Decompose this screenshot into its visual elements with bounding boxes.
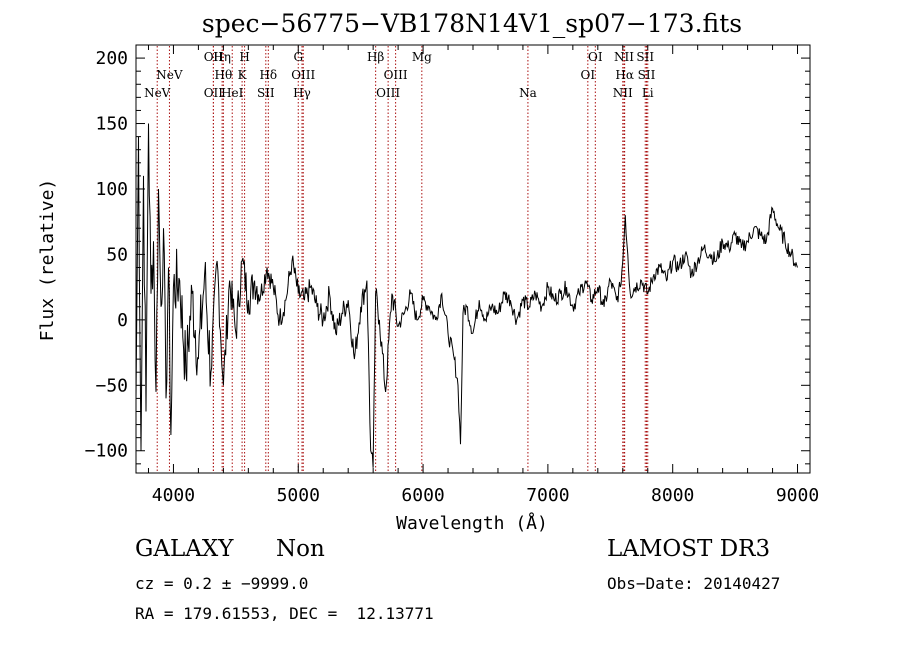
obs-date-readout: Obs−Date: 20140427 [607,574,781,593]
y-tick-label: 100 [95,179,128,200]
line-label-10: SII [257,86,275,100]
line-label-6: HeI [221,86,244,100]
line-label-16: OIII [376,86,400,100]
object-class: GALAXY [135,536,234,562]
x-tick-label: 7000 [526,485,569,506]
plot-frame [135,44,811,474]
line-label-2: OII [204,50,224,64]
x-tick-label: 8000 [651,485,694,506]
line-label-22: Hα [615,68,634,82]
coordinates-readout: RA = 179.61553, DEC = 12.13771 [135,604,434,623]
spectral-line-markers [156,46,649,472]
line-label-11: G [293,50,303,64]
line-label-18: Na [519,86,537,100]
line-label-14: Hβ [367,50,384,64]
line-label-4: Hθ [215,68,233,82]
line-label-17: Mg [412,50,432,64]
y-tick-label: 50 [106,244,128,265]
y-tick-label: 200 [95,48,128,69]
line-label-26: Li [642,86,654,100]
y-tick-label: −100 [85,441,128,462]
line-label-1: NeV [156,68,183,82]
line-label-21: NII [614,50,634,64]
line-label-0: NeV [144,86,171,100]
line-label-19: OI [588,50,603,64]
y-axis-label: Flux (relative) [37,179,58,342]
x-tick-label: 6000 [401,485,444,506]
redshift-readout: cz = 0.2 ± −9999.0 [135,574,309,593]
line-label-15: OIII [384,68,408,82]
chart-title: spec−56775−VB178N14V1_sp07−173.fits [202,9,742,38]
line-label-8: K [238,68,248,82]
survey-name: LAMOST DR3 [607,536,771,562]
x-axis-label: Wavelength (Å) [396,512,548,534]
flux-series-line [135,123,798,468]
x-tick-label: 4000 [152,485,195,506]
line-label-7: H [239,50,249,64]
line-label-9: Hδ [259,68,277,82]
x-tick-label: 5000 [277,485,320,506]
line-label-25: SII [638,68,656,82]
y-tick-label: −50 [95,375,128,396]
y-tick-label: 0 [117,310,128,331]
line-label-20: OI [581,68,596,82]
line-label-23: NII [613,86,633,100]
object-subclass: Non [276,536,325,562]
line-label-12: OIII [291,68,315,82]
line-label-5: OII [204,86,224,100]
y-axis-ticks: −100 −50 0 50 100 150 200 [85,48,810,465]
line-label-3: Hη [213,50,231,64]
line-label-13: Hγ [293,86,311,100]
y-tick-label: 150 [95,114,128,135]
x-axis-ticks: 4000 5000 6000 7000 8000 9000 [147,45,819,506]
x-tick-label: 9000 [776,485,819,506]
line-label-24: SII [636,50,654,64]
